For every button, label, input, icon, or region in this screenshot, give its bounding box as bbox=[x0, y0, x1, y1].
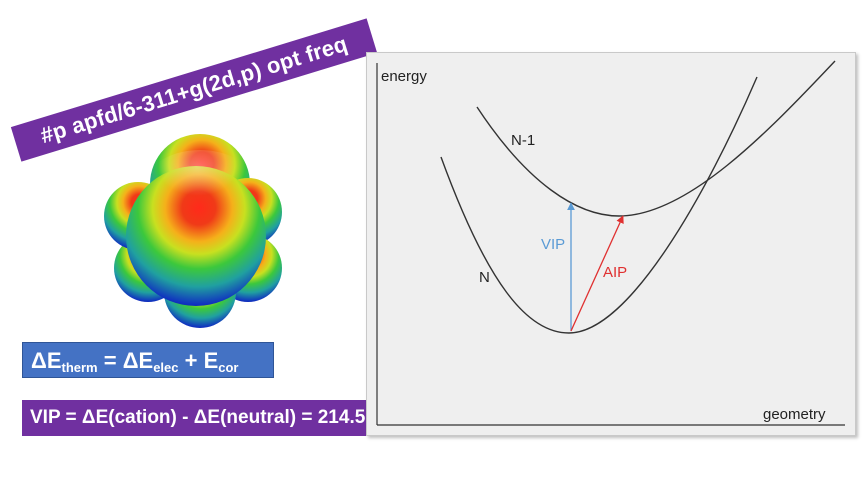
formula-therm-subscript: therm bbox=[61, 360, 98, 375]
vip-arrow-label: VIP bbox=[541, 236, 565, 253]
aip-arrow bbox=[570, 215, 624, 332]
formula-plus-part: + E bbox=[178, 348, 219, 373]
formula-delta-e: ΔE bbox=[31, 348, 62, 373]
cation-curve-label: N-1 bbox=[511, 132, 535, 149]
formula-elec-subscript: elec bbox=[153, 360, 179, 375]
cation-curve bbox=[476, 60, 836, 217]
neutral-curve-label: N bbox=[479, 269, 490, 286]
molecule-esp-surface-icon bbox=[88, 120, 308, 340]
thermal-energy-formula: ΔEtherm = ΔEelec + Ecor bbox=[22, 342, 274, 378]
potential-energy-diagram: energy geometry N-1 N VIP AIP bbox=[366, 52, 856, 436]
aip-arrow-label: AIP bbox=[603, 264, 627, 281]
neutral-curve bbox=[440, 76, 758, 334]
formula-equals-part: = ΔE bbox=[97, 348, 154, 373]
y-axis-label: energy bbox=[381, 68, 427, 85]
molecule-surface bbox=[104, 134, 282, 328]
formula-cor-subscript: cor bbox=[218, 360, 239, 375]
x-axis-label: geometry bbox=[763, 406, 826, 423]
